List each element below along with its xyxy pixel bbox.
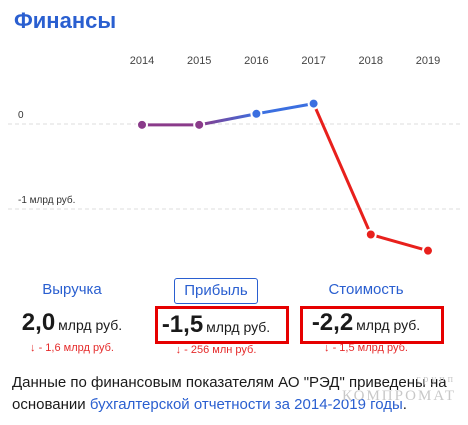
profit-change: ↓ - 256 млн руб. (175, 344, 257, 356)
chart-svg: 2014 2015 2016 2017 2018 2019 0 -1 млрд руб. (8, 55, 460, 257)
footnote-text: Данные по финансовым показателям АО "РЭД… (12, 374, 447, 413)
cost-unit: млрд руб. (356, 317, 421, 333)
x-tick-label: 2017 (301, 55, 325, 67)
series-line-segment (312, 102, 373, 236)
metric-value-cost[interactable]: Стоимость -2,2 млрд руб. ↓ - 1,5 млрд руб… (291, 278, 441, 354)
data-point[interactable] (136, 118, 148, 131)
data-source-note: Данные по финансовым показателям АО "РЭД… (12, 372, 452, 416)
metric-value-revenue: 2,0 млрд руб. (0, 310, 147, 336)
metric-value-cost-amount: -2,2 млрд руб. (291, 310, 441, 336)
cost-change: ↓ - 1,5 млрд руб. (324, 342, 408, 354)
series-line-segment (254, 102, 316, 116)
revenue-number: 2,0 (21, 309, 56, 336)
highlight-box-cost (300, 306, 444, 344)
x-tick-label: 2016 (244, 55, 268, 67)
revenue-unit: млрд руб. (58, 317, 123, 333)
x-tick-label: 2019 (416, 55, 440, 67)
data-point[interactable] (250, 107, 263, 120)
y-tick-label: -1 млрд руб. (18, 194, 75, 206)
watermark-small: групп (416, 374, 456, 385)
profit-unit: млрд руб. (206, 319, 271, 335)
metric-label-cost[interactable]: Стоимость (328, 281, 404, 298)
cost-number: -2,2 (311, 309, 354, 336)
data-point[interactable] (307, 97, 320, 110)
footnote-end: . (402, 396, 407, 413)
x-tick-label: 2015 (187, 55, 211, 67)
x-tick-label: 2018 (359, 55, 383, 67)
series-line-segment (369, 233, 430, 253)
revenue-change: ↓ - 1,6 млрд руб. (30, 342, 114, 354)
metric-revenue[interactable]: Выручка 2,0 млрд руб. ↓ - 1,6 млрд руб. (0, 278, 147, 354)
profit-number: -1,5 (161, 311, 204, 338)
x-tick-label: 2014 (130, 55, 154, 67)
highlight-box-profit (155, 306, 289, 344)
metric-value-profit: -1,5 млрд руб. (141, 312, 291, 338)
section-title: Финансы (14, 8, 117, 33)
data-point[interactable] (364, 228, 377, 241)
data-point[interactable] (422, 244, 434, 257)
watermark: групп КОМПРОМАТ (342, 372, 456, 404)
metric-profit[interactable]: Прибыль -1,5 млрд руб. ↓ - 256 млн руб. (141, 278, 291, 356)
metric-label-profit-tab[interactable]: Прибыль (174, 278, 258, 304)
metric-label-revenue[interactable]: Выручка (42, 281, 102, 298)
finance-chart: 2014 2015 2016 2017 2018 2019 0 -1 млрд руб. (0, 46, 468, 260)
accounting-report-link[interactable]: бухгалтерской отчетности за 2014-2019 го… (89, 396, 403, 413)
watermark-main: КОМПРОМАТ (341, 388, 456, 404)
y-tick-label: 0 (18, 110, 24, 121)
series-line-segment (197, 112, 258, 127)
data-point[interactable] (193, 118, 206, 131)
